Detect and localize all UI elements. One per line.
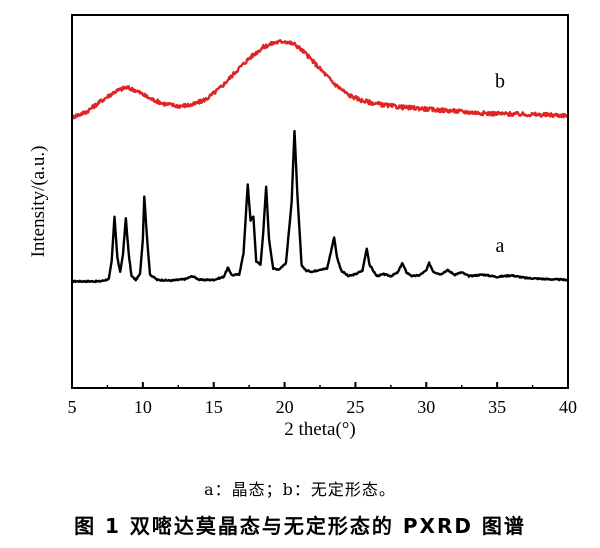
x-tick-label: 25 [346, 397, 364, 417]
series-labels: ba [495, 71, 505, 257]
x-axis-title: 2 theta(°) [284, 419, 355, 440]
series-label-a: a [496, 235, 505, 257]
x-tick-label: 15 [205, 397, 223, 417]
series-label-b: b [495, 71, 505, 93]
x-tick-label: 40 [559, 397, 577, 417]
pxrd-chart: 5 10 15 20 25 30 35 40 ba 2 theta(°) Intensity/… [28, 14, 577, 440]
x-tick-label: 30 [417, 397, 435, 417]
x-axis-ticks: 5 10 15 20 25 30 35 40 [68, 382, 577, 417]
series-layer [70, 39, 569, 284]
x-tick-label: 20 [276, 397, 294, 417]
series-line-a [71, 129, 569, 284]
x-tick-label: 5 [68, 397, 77, 417]
x-tick-label: 10 [134, 397, 152, 417]
y-axis-title: Intensity/(a.u.) [28, 146, 49, 258]
figure-note: a：晶态；b：无定形态。 [204, 480, 396, 499]
series-line-b [70, 39, 569, 120]
x-tick-label: 35 [488, 397, 506, 417]
figure-title: 图 1 双嘧达莫晶态与无定形态的 PXRD 图谱 [74, 514, 526, 538]
